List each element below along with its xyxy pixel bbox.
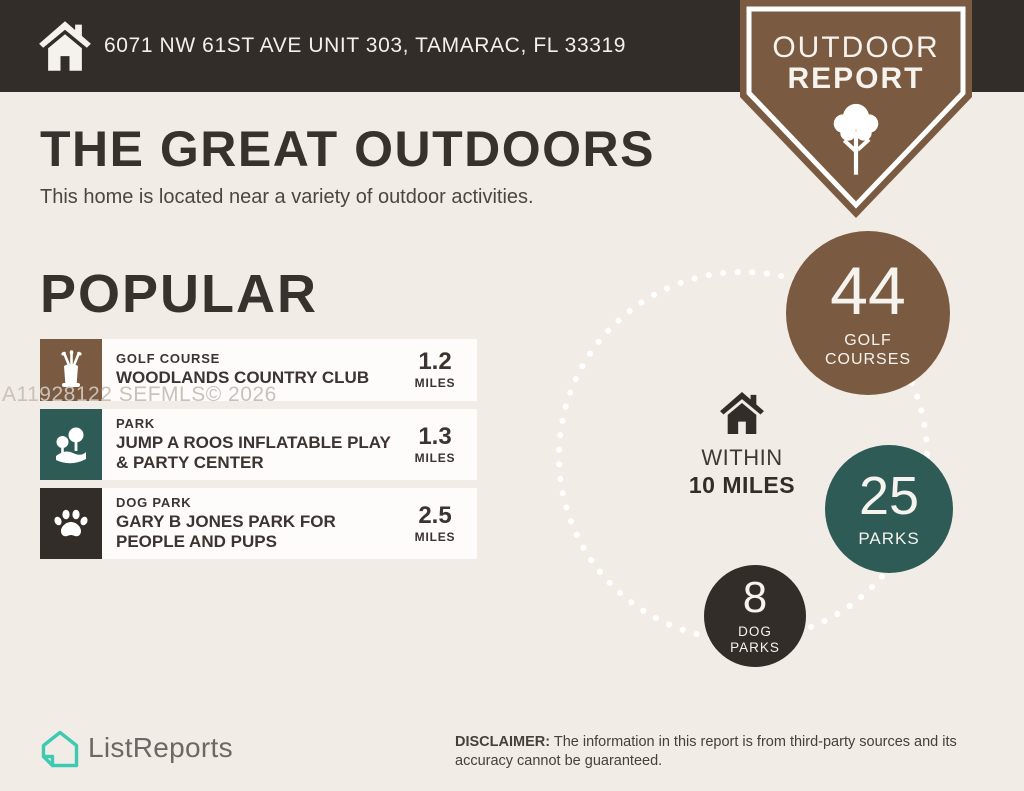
stat-label: GOLF COURSES <box>824 331 912 368</box>
disclaimer: DISCLAIMER: The information in this repo… <box>455 733 983 771</box>
disclaimer-label: DISCLAIMER: <box>455 734 551 750</box>
listreports-logo-icon <box>41 730 79 768</box>
place-name: GARY B JONES PARK FOR PEOPLE AND PUPS <box>116 512 336 552</box>
ribbon-title-line2: REPORT <box>787 62 925 95</box>
place-name: JUMP A ROOS INFLATABLE PLAY & PARTY CENT… <box>116 433 391 473</box>
place-distance: 1.2 MILES <box>397 339 477 401</box>
outdoor-report-ribbon: OUTDOOR REPORT <box>740 0 972 218</box>
distance-unit: MILES <box>414 376 456 390</box>
property-address: 6071 NW 61ST AVE UNIT 303, TAMARAC, FL 3… <box>104 34 627 57</box>
stat-value: 8 <box>742 572 768 622</box>
stat-bubble-golf-courses: 44 GOLF COURSES <box>786 231 950 395</box>
place-category: GOLF COURSE <box>116 351 221 367</box>
list-item-golf-course: GOLF COURSE WOODLANDS COUNTRY CLUB 1.2 M… <box>40 339 477 401</box>
page-subtitle: This home is located near a variety of o… <box>40 186 534 208</box>
section-title: POPULAR <box>40 264 319 324</box>
page-title: THE GREAT OUTDOORS <box>40 121 655 177</box>
stat-label: PARKS <box>858 528 920 548</box>
place-category: DOG PARK <box>116 495 192 511</box>
home-icon <box>38 17 92 75</box>
ribbon-title-line1: OUTDOOR <box>772 31 940 64</box>
place-info: DOG PARK GARY B JONES PARK FOR PEOPLE AN… <box>102 488 397 559</box>
stat-bubble-dog-parks: 8 DOG PARKS <box>704 565 806 667</box>
stat-bubble-parks: 25 PARKS <box>825 445 953 573</box>
place-distance: 2.5 MILES <box>397 488 477 559</box>
tree-icon <box>824 100 888 176</box>
distance-unit: MILES <box>414 450 456 465</box>
golf-bag-icon <box>40 339 102 401</box>
stat-value: 44 <box>830 252 906 329</box>
distance-value: 2.5 <box>418 501 452 529</box>
mls-watermark: A11928122 SEFMLS© 2026 <box>2 383 277 406</box>
place-category: PARK <box>116 416 156 431</box>
paw-icon <box>40 488 102 560</box>
place-info: GOLF COURSE WOODLANDS COUNTRY CLUB <box>102 339 397 401</box>
home-icon <box>720 392 764 434</box>
place-distance: 1.3 MILES <box>397 409 477 480</box>
radius-text: 10 MILES <box>688 472 796 498</box>
distance-value: 1.3 <box>418 422 452 450</box>
listreports-brand: ListReports <box>88 732 233 763</box>
disclaimer-text: The information in this report is from t… <box>455 734 957 770</box>
list-item-dog-park: DOG PARK GARY B JONES PARK FOR PEOPLE AN… <box>40 488 477 560</box>
park-trees-icon <box>40 409 102 481</box>
distance-unit: MILES <box>414 529 456 544</box>
popular-places-list: GOLF COURSE WOODLANDS COUNTRY CLUB 1.2 M… <box>40 339 477 567</box>
stat-value: 25 <box>858 465 920 526</box>
stat-label: DOG PARKS <box>730 623 780 655</box>
within-text: WITHIN <box>701 445 783 470</box>
distance-value: 1.2 <box>418 348 452 375</box>
place-name: WOODLANDS COUNTRY CLUB <box>116 368 370 388</box>
radius-ring <box>556 269 930 643</box>
within-radius-label: WITHIN 10 MILES <box>672 392 812 499</box>
place-info: PARK JUMP A ROOS INFLATABLE PLAY & PARTY… <box>102 409 397 480</box>
list-item-park: PARK JUMP A ROOS INFLATABLE PLAY & PARTY… <box>40 409 477 481</box>
